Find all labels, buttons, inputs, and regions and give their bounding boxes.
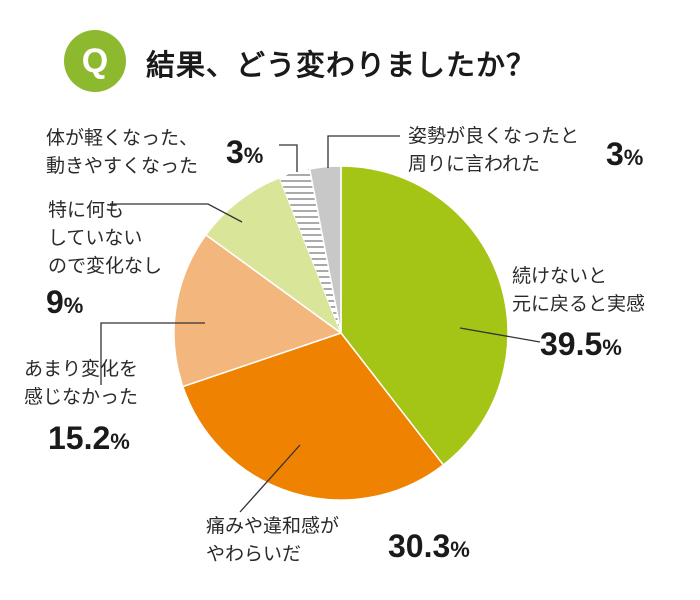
slice-value-1: 30.3%: [388, 528, 470, 564]
slice-value-4: 3%: [226, 134, 264, 170]
leader-line-4: [279, 144, 298, 172]
leader-line-5: [327, 135, 400, 168]
pie-slice-3: [204, 176, 343, 336]
pie-slice-4: [279, 168, 341, 333]
pie-slice-1: [181, 332, 445, 501]
page-title: 結果、どう変わりましたか？: [146, 48, 537, 82]
slice-label-2: あまり変化を 感じなかった: [24, 358, 139, 408]
leader-line-3: [110, 203, 243, 223]
leader-line-2: [100, 322, 205, 385]
pie-slice-5: [308, 165, 342, 334]
slice-label-1: 痛みや違和感が やわらいだ: [206, 515, 340, 565]
slice-value-3: 9%: [46, 284, 84, 320]
slice-value-5: 3%: [606, 136, 644, 172]
slice-value-2: 15.2%: [48, 420, 130, 456]
pie-slice-2: [173, 233, 343, 388]
slice-label-5: 姿勢が良くなったと 周りに言われた: [408, 125, 580, 175]
leader-line-1: [239, 444, 301, 513]
slice-label-4: 体が軽くなった、 動きやすくなった: [46, 127, 199, 177]
slice-value-0: 39.5%: [540, 326, 622, 362]
question-badge: Q: [64, 30, 126, 92]
pie-slice-0: [340, 165, 509, 467]
leader-line-0: [459, 327, 541, 343]
slice-label-3: 特に何も していない ので変化なし: [48, 199, 163, 277]
slice-label-0: 続けないと 元に戻ると実感: [512, 265, 646, 315]
